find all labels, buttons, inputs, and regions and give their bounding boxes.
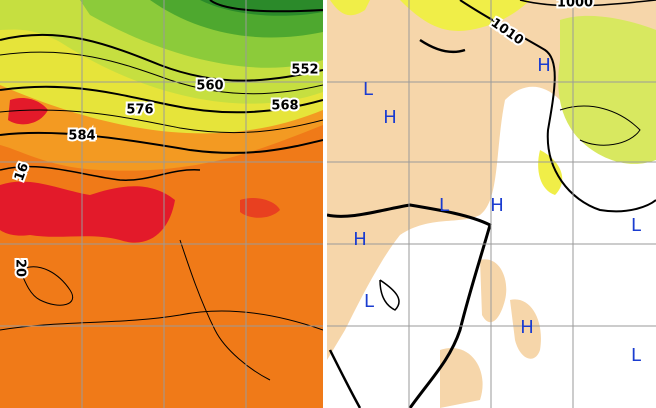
pressure-center: H <box>520 317 534 338</box>
rain-area <box>538 150 563 195</box>
warm-core <box>240 198 280 218</box>
contour-label: 20 <box>13 259 28 277</box>
contour-label: 568 <box>271 99 298 114</box>
isobar-label: 1000 <box>557 0 593 11</box>
contour-label: 584 <box>68 129 95 144</box>
contour-label: 552 <box>291 63 318 78</box>
pressure-center: L <box>363 79 373 100</box>
rain-area <box>558 15 656 164</box>
surface-map: 1010 1000 <box>327 0 656 408</box>
contour-label: 576 <box>126 103 153 118</box>
pressure-center: H <box>353 229 367 250</box>
pressure-center: H <box>490 195 504 216</box>
contour-label: 560 <box>196 79 223 94</box>
upper-air-map: 560 552 576 568 584 16 20 <box>0 0 323 408</box>
warm-core <box>8 98 48 125</box>
pressure-center: L <box>631 345 641 366</box>
land <box>440 259 541 408</box>
pressure-center: H <box>383 107 397 128</box>
pressure-center: L <box>364 291 374 312</box>
warm-core <box>0 181 175 243</box>
panel-divider <box>323 0 327 408</box>
rain-area <box>330 0 530 31</box>
contours <box>0 0 323 381</box>
pressure-center: L <box>631 215 641 236</box>
pressure-center: L <box>439 195 449 216</box>
pressure-center: H <box>537 55 551 76</box>
isobars <box>327 0 656 408</box>
